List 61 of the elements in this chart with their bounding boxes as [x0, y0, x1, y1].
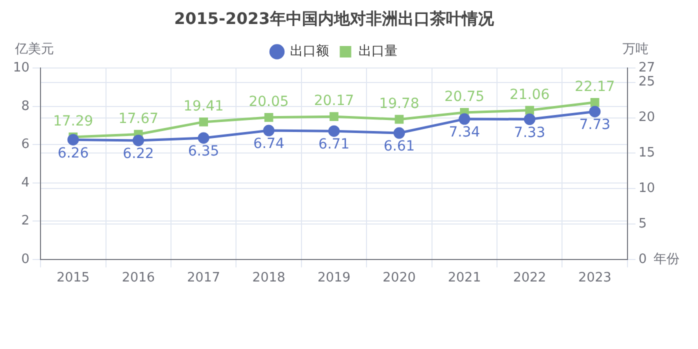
y2-tick-label: 27: [638, 60, 656, 76]
y-tick-label: 6: [21, 137, 30, 152]
y-axis-title: 亿美元: [14, 41, 54, 58]
x-tick-label: 2023: [578, 270, 612, 286]
data-label: 7.33: [514, 124, 546, 141]
legend-label: 出口额: [290, 44, 329, 60]
y-tick-label: 4: [21, 175, 30, 190]
data-label: 19.78: [379, 96, 420, 112]
point: [199, 118, 208, 126]
point: [458, 113, 470, 125]
x-tick-label: 2015: [56, 270, 90, 286]
y2-axis-title: 万吨: [622, 42, 648, 58]
x-tick-label: 2022: [513, 270, 546, 286]
data-label: 21.06: [510, 86, 550, 103]
y-tick-label: 2: [21, 214, 30, 229]
x-tick-label: 2017: [187, 270, 220, 286]
data-label: 7.73: [579, 117, 610, 134]
y2-tick-label: 0: [638, 252, 647, 267]
point: [393, 127, 405, 139]
point: [132, 134, 144, 146]
data-label: 17.29: [53, 114, 94, 130]
y2-tick-label: 10: [638, 180, 656, 196]
point: [264, 112, 274, 122]
point: [524, 114, 536, 125]
point: [328, 125, 340, 137]
x-tick-label: 2019: [317, 270, 351, 286]
x-tick-label: 2016: [122, 270, 155, 286]
x-tick-label: 2020: [382, 270, 416, 286]
x-tick-label: 2018: [252, 270, 286, 286]
chart-title: 2015-2023年中国内地对非洲出口茶叶情况: [174, 8, 495, 28]
point: [589, 106, 601, 118]
data-label: 20.17: [314, 93, 354, 110]
x-tick-label: 2021: [448, 270, 481, 286]
point: [198, 132, 210, 144]
point: [590, 98, 600, 107]
data-label: 17.67: [118, 110, 158, 127]
x-axis-title: 年份: [653, 252, 680, 267]
point: [330, 112, 338, 121]
data-label: 20.75: [444, 89, 484, 106]
data-label: 19.41: [184, 98, 224, 115]
data-label: 20.05: [248, 94, 289, 110]
y-tick-label: 0: [21, 252, 30, 267]
legend-label: 出口量: [358, 44, 398, 60]
y2-tick-label: 20: [638, 110, 656, 126]
data-label: 22.17: [574, 79, 615, 96]
point: [263, 124, 275, 136]
point: [525, 106, 534, 115]
data-label: 6.74: [253, 136, 284, 152]
data-label: 6.26: [58, 145, 89, 162]
y2-tick-label: 15: [638, 146, 656, 161]
y-tick-label: 8: [21, 98, 30, 114]
y2-tick-label: 25: [638, 74, 656, 90]
y-tick-label: 10: [12, 60, 30, 76]
data-label: 6.61: [384, 138, 415, 155]
data-label: 7.34: [448, 124, 480, 141]
data-label: 6.71: [318, 136, 350, 153]
point: [394, 114, 404, 124]
data-label: 6.35: [188, 144, 220, 160]
data-label: 6.22: [122, 146, 154, 162]
y2-tick-label: 5: [638, 216, 647, 232]
point: [67, 134, 79, 146]
